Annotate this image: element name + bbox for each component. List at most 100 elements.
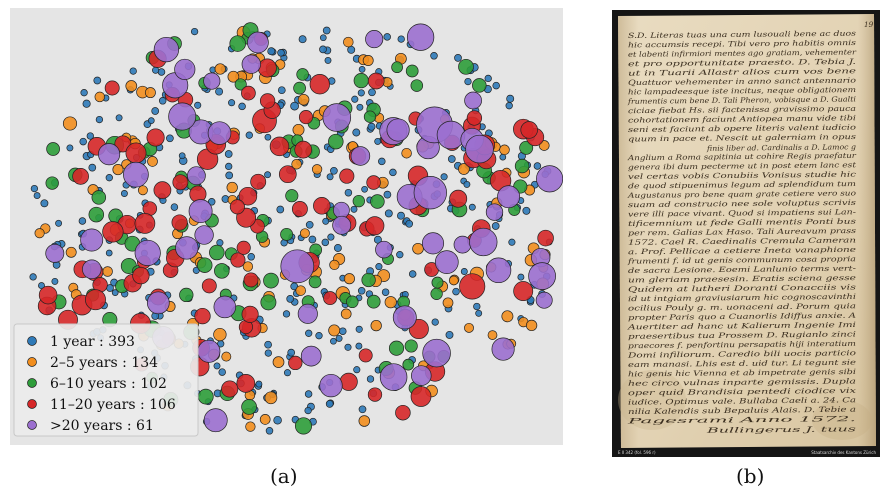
scatter-point xyxy=(226,181,238,194)
scatter-point xyxy=(328,133,344,150)
scatter-point xyxy=(201,278,217,294)
scatter-point xyxy=(264,340,272,349)
scatter-point xyxy=(282,310,291,318)
handwritten-line: Augustanus pro bene quam grate cetiere v… xyxy=(627,188,857,199)
scatter-point xyxy=(129,67,137,75)
legend-label: 1 year : 393 xyxy=(50,334,135,350)
scatter-point xyxy=(350,146,371,166)
scatter-point xyxy=(112,164,124,176)
scatter-point xyxy=(259,414,271,425)
scatter-point xyxy=(351,95,359,103)
legend-label: 2–5 years : 134 xyxy=(50,355,158,371)
scatter-point xyxy=(55,219,63,227)
scatter-point xyxy=(286,295,295,303)
scatter-point xyxy=(250,173,267,190)
scatter-point xyxy=(62,116,78,131)
scatter-point xyxy=(209,244,225,261)
handwritten-line: frumenti f. id ut genis communum cosa pr… xyxy=(627,254,856,265)
scatter-point xyxy=(367,72,385,90)
scatter-point xyxy=(328,324,341,337)
scatter-point xyxy=(366,294,381,309)
scatter-point xyxy=(82,259,102,280)
scatter-point xyxy=(366,175,381,190)
handwritten-line: finis liber ad. Cardinalis a D. Lamoc g xyxy=(706,142,857,153)
scatter-point xyxy=(175,236,199,260)
scatter-point xyxy=(379,363,408,391)
scatter-point xyxy=(234,78,247,91)
scatter-point xyxy=(465,134,494,164)
handwritten-line: quum in pace et. Nescit ut galerniam in … xyxy=(628,132,857,143)
scatter-point xyxy=(91,190,107,205)
scatter-point xyxy=(298,35,307,44)
scatter-point xyxy=(389,168,397,177)
scatter-point xyxy=(132,266,150,285)
scatter-point xyxy=(344,343,352,351)
scatter-point xyxy=(65,246,77,258)
scatter-point xyxy=(472,78,487,93)
scatter-point xyxy=(370,319,382,332)
scatter-point xyxy=(304,406,312,415)
paper-edge-shading xyxy=(618,14,876,448)
scatter-point xyxy=(431,318,439,326)
scatter-point xyxy=(397,211,405,220)
scatter-point xyxy=(522,206,531,215)
scatter-point xyxy=(179,287,194,303)
handwritten-line: Quattuor vehementer in anno sanct antenn… xyxy=(628,76,857,87)
scatter-panel: 1 year : 393 2–5 years : 134 6–10 years : … xyxy=(10,8,564,445)
handwritten-line: hec circo vulnas inparte gemissis. Dupla xyxy=(628,376,856,387)
scatter-point xyxy=(374,137,382,145)
scatter-point xyxy=(134,239,161,266)
scatter-point xyxy=(492,81,500,90)
scatter-point xyxy=(322,217,330,225)
scatter-point xyxy=(229,35,246,52)
scatter-point xyxy=(194,225,214,245)
scatter-point xyxy=(463,180,471,188)
scatter-point xyxy=(224,150,233,158)
points-layer xyxy=(29,22,564,435)
handwritten-line: Anglium a Roma sapitinia ut cohire Regis… xyxy=(627,151,857,162)
scatter-point xyxy=(405,219,414,228)
scatter-point xyxy=(339,168,355,184)
handwritten-line: frumentis cum bene D. Tali Pheron, vobis… xyxy=(627,94,856,105)
scatter-point xyxy=(367,387,383,402)
scatter-point xyxy=(442,297,454,309)
handwritten-line: Auertiter ad hanc ut Kalierum Ingenie Im… xyxy=(626,320,856,331)
scatter-point xyxy=(207,121,232,145)
scatter-point xyxy=(454,54,462,62)
scatter-point xyxy=(241,399,257,415)
scatter-point xyxy=(94,91,106,103)
handwritten-line: iudice. Optimus vale. Bullaba Caeli a. 2… xyxy=(628,395,856,406)
scatter-point xyxy=(297,303,318,324)
scatter-point xyxy=(448,275,459,286)
scatter-point xyxy=(51,277,59,285)
scatter-point xyxy=(153,181,172,199)
footer-right: Staatsarchiv des Kantons Zürich xyxy=(811,450,876,455)
scatter-point xyxy=(367,122,376,131)
scatter-point xyxy=(88,163,97,172)
scatter-point xyxy=(501,310,514,323)
scatter-point xyxy=(277,86,286,95)
legend-label: >20 years : 61 xyxy=(50,418,154,434)
scatter-point xyxy=(324,56,332,64)
scatter-point xyxy=(243,272,259,288)
scatter-point xyxy=(291,158,302,170)
scatter-point xyxy=(339,327,347,335)
scatter-point xyxy=(277,49,285,57)
scatter-point xyxy=(485,257,512,284)
scatter-point xyxy=(260,294,277,311)
scatter-point xyxy=(357,89,365,97)
scatter-point xyxy=(340,308,352,320)
scatter-point xyxy=(290,101,299,111)
legend: 1 year : 393 2–5 years : 134 6–10 years : … xyxy=(13,323,199,437)
scatter-point xyxy=(356,103,364,111)
handwritten-line: ocilius Pouly g. m. uonaceni ad. Porum q… xyxy=(628,301,856,312)
scatter-point xyxy=(120,190,128,197)
handwritten-line: vere illi pace vivant. Quod si impatiens… xyxy=(628,207,857,218)
handwritten-line: Pagesrami Anno 1572. xyxy=(625,414,856,425)
scatter-point xyxy=(66,144,74,152)
scatter-point xyxy=(453,235,472,254)
legend-marker xyxy=(27,336,37,346)
manuscript-panel: 19 S.D. Literas tuas una cum lusouali be… xyxy=(612,10,880,457)
scatter-point xyxy=(214,263,230,279)
scatter-point xyxy=(259,93,276,109)
